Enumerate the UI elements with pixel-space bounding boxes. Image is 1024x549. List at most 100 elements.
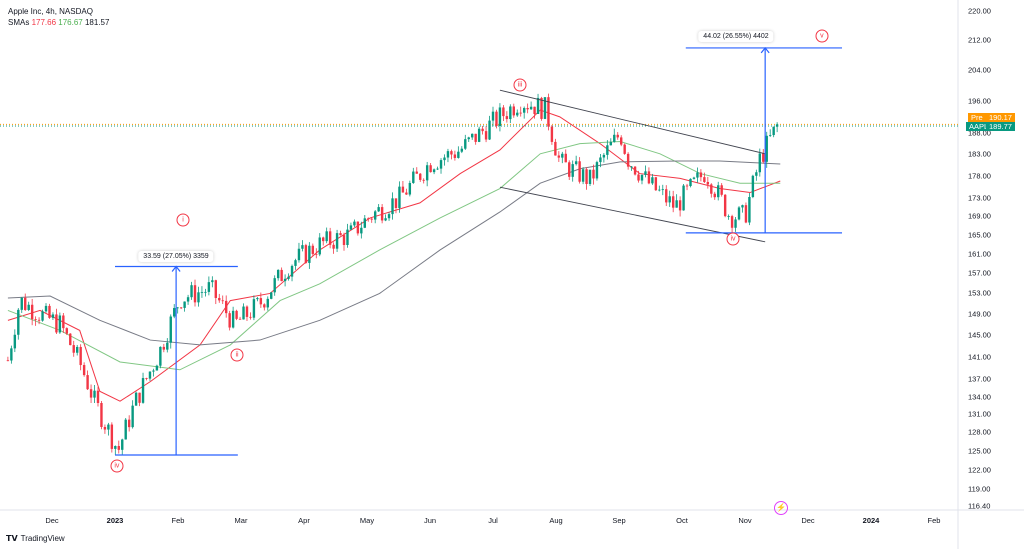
candle-body bbox=[211, 280, 214, 283]
candle-body bbox=[276, 269, 280, 279]
candle-body bbox=[370, 218, 373, 220]
candle bbox=[675, 194, 678, 208]
wave-label[interactable]: iii bbox=[513, 78, 527, 92]
candle-body bbox=[519, 112, 522, 114]
candle bbox=[630, 165, 633, 171]
candle bbox=[308, 242, 311, 269]
candle-body bbox=[647, 171, 651, 184]
price-tick: 188.00 bbox=[968, 128, 991, 138]
candle-body bbox=[405, 192, 408, 195]
candle bbox=[755, 169, 758, 181]
candle bbox=[214, 279, 217, 305]
candle-body bbox=[588, 169, 592, 184]
candle-body bbox=[613, 134, 616, 142]
candle bbox=[207, 276, 211, 296]
wave-label[interactable]: iv bbox=[110, 459, 124, 473]
candle bbox=[72, 340, 75, 357]
candle-body bbox=[599, 157, 602, 163]
candle-body bbox=[231, 310, 235, 328]
time-tick: Jun bbox=[423, 516, 437, 525]
candle-body bbox=[249, 316, 252, 318]
sma-legend[interactable]: SMAs 177.66 176.67 181.57 bbox=[8, 17, 109, 28]
candle-body bbox=[536, 97, 540, 115]
candle bbox=[280, 267, 283, 282]
candle-body bbox=[44, 305, 48, 312]
candle bbox=[671, 190, 675, 213]
price-range-tool-1 bbox=[115, 265, 238, 456]
candle bbox=[13, 329, 17, 353]
candle-body bbox=[252, 299, 256, 318]
candle-body bbox=[564, 153, 567, 163]
candle bbox=[522, 106, 526, 119]
candle-body bbox=[585, 169, 588, 184]
candle-body bbox=[190, 285, 193, 298]
candle bbox=[342, 232, 346, 251]
candle-body bbox=[256, 298, 259, 300]
candle-body bbox=[633, 166, 637, 175]
candle-body bbox=[453, 154, 457, 158]
candle-body bbox=[661, 189, 664, 191]
tv-logo-icon: 𝗧𝗩 bbox=[6, 534, 18, 543]
candle-body bbox=[176, 307, 179, 309]
candle bbox=[637, 170, 640, 183]
candle-body bbox=[69, 333, 72, 346]
wave-label[interactable]: iv bbox=[726, 232, 740, 246]
candle bbox=[224, 295, 228, 318]
candle bbox=[186, 294, 190, 305]
candle bbox=[640, 174, 644, 185]
candle-body bbox=[183, 301, 186, 308]
candle-body bbox=[498, 107, 502, 127]
candle-body bbox=[533, 106, 536, 115]
candle bbox=[616, 132, 619, 140]
wave-label[interactable]: ii bbox=[230, 348, 244, 362]
candle bbox=[190, 281, 193, 300]
candle bbox=[238, 316, 242, 320]
last-price-badge: 189.77 bbox=[986, 122, 1015, 131]
sma-mid-value: 176.67 bbox=[58, 18, 83, 27]
candle-body bbox=[17, 309, 20, 335]
candle-body bbox=[318, 237, 321, 255]
candle bbox=[682, 183, 685, 211]
candle-body bbox=[425, 165, 429, 181]
measure-label-1[interactable]: 33.59 (27.05%) 3359 bbox=[138, 251, 214, 262]
candle-body bbox=[460, 148, 464, 152]
symbol-title[interactable]: Apple Inc, 4h, NASDAQ bbox=[8, 7, 93, 16]
candle bbox=[713, 191, 716, 200]
candle bbox=[367, 217, 370, 222]
candle-body bbox=[668, 196, 671, 203]
time-tick: Feb bbox=[927, 516, 941, 525]
price-tick: 128.00 bbox=[968, 427, 991, 437]
lightning-icon[interactable]: ⚡ bbox=[774, 501, 788, 515]
candle bbox=[148, 371, 152, 381]
candle bbox=[557, 151, 561, 162]
wave-label[interactable]: i bbox=[176, 213, 190, 227]
candle-body bbox=[228, 313, 231, 328]
wave-label[interactable]: v bbox=[815, 29, 829, 43]
candle bbox=[335, 229, 339, 252]
candle-body bbox=[114, 445, 117, 449]
time-tick: Aug bbox=[549, 516, 563, 525]
candle bbox=[685, 183, 689, 191]
candle bbox=[204, 288, 207, 297]
candle-body bbox=[20, 297, 23, 310]
price-tick: 157.00 bbox=[968, 268, 991, 278]
candle bbox=[166, 338, 169, 353]
price-tick: 119.00 bbox=[968, 484, 991, 494]
candle-body bbox=[315, 253, 318, 255]
candle bbox=[159, 346, 162, 369]
candle bbox=[37, 317, 41, 325]
candle-body bbox=[41, 311, 44, 321]
candle-body bbox=[772, 126, 775, 136]
candle bbox=[145, 377, 148, 381]
candle bbox=[328, 227, 332, 249]
candle bbox=[252, 295, 256, 321]
candle bbox=[311, 243, 315, 256]
candle-body bbox=[505, 116, 509, 120]
candle bbox=[131, 400, 134, 429]
candle-body bbox=[526, 108, 529, 110]
tradingview-logo[interactable]: 𝗧𝗩 TradingView bbox=[6, 534, 65, 543]
candle bbox=[737, 206, 741, 221]
measure-label-2[interactable]: 44.02 (26.55%) 4402 bbox=[698, 31, 774, 42]
candle bbox=[114, 445, 117, 456]
